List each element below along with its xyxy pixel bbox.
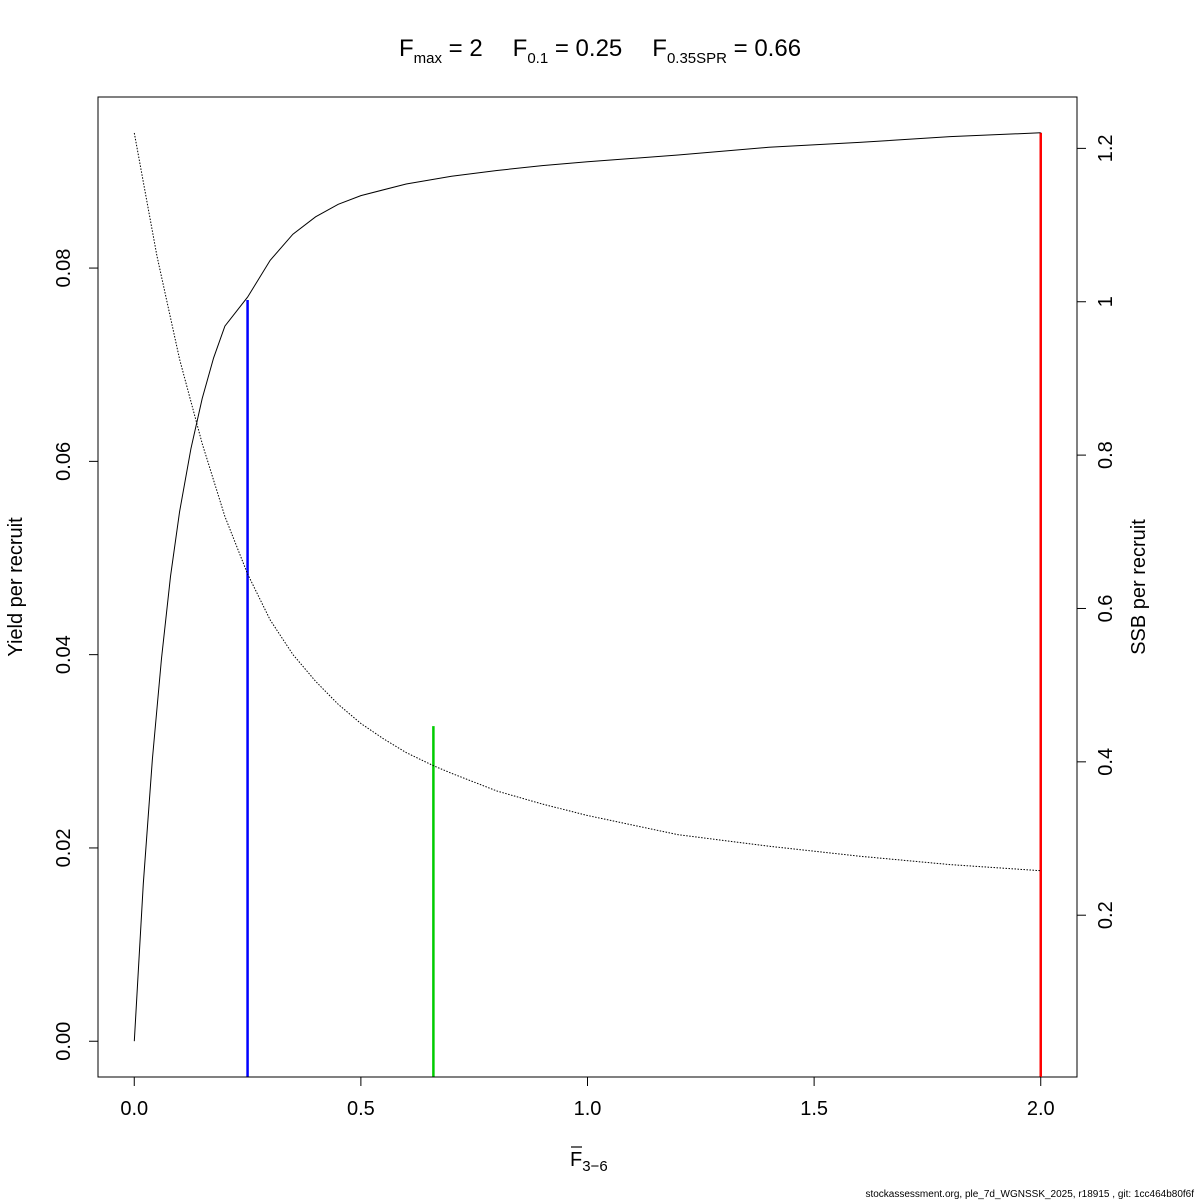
title-part-sub: 0.1 [527,50,548,67]
y-axis-right-label: SSB per recruit [1128,519,1150,655]
y-left-tick-label: 0.08 [53,249,75,288]
x-axis-label-base: F [570,1149,582,1171]
y-left-tick-label: 0.02 [53,828,75,867]
x-tick-label: 0.0 [120,1098,148,1120]
x-axis-label-sub: 3−6 [582,1158,607,1175]
chart-title: Fmax = 2 F0.1 = 0.25 F0.35SPR = 0.66 [399,35,801,67]
title-part-value: = 0.25 [548,35,622,62]
title-part-value: = 2 [442,35,483,62]
x-axis-label-text: F3−6 [570,1149,608,1175]
reference-lines [246,132,1042,1077]
y-left-tick-label: 0.06 [53,442,75,481]
title-part-base: F [652,35,667,62]
title-part-base: F [513,35,528,62]
x-tick-label: 2.0 [1027,1098,1055,1120]
y-right-tick-label: 0.4 [1095,748,1117,776]
y-right-tick-label: 0.6 [1095,595,1117,623]
title-part-sub: max [414,50,443,67]
y-axis-right: 0.2 0.4 0.6 0.8 1 1.2 [1076,134,1117,929]
title-part-sub: 0.35SPR [667,50,727,67]
plot-frame [97,96,1078,1078]
yield-per-recruit-line [133,132,1041,1042]
x-axis: 0.0 0.5 1.0 1.5 2.0 [120,1076,1055,1120]
x-tick-label: 1.5 [800,1098,828,1120]
x-tick-label: 0.5 [347,1098,375,1120]
y-left-tick-label: 0.04 [53,635,75,674]
y-axis-left-label: Yield per recruit [5,517,27,657]
y-right-tick-label: 0.2 [1095,901,1117,929]
title-part-base: F [399,35,414,62]
ssb-per-recruit-line [133,132,1041,872]
x-tick-label: 1.0 [574,1098,602,1120]
y-right-tick-label: 1.2 [1095,134,1117,162]
y-right-tick-label: 1 [1095,296,1117,307]
y-axis-left: 0.00 0.02 0.04 0.06 0.08 [53,249,99,1061]
y-left-tick-label: 0.00 [53,1022,75,1061]
series-lines [133,132,1041,1042]
y-right-tick-label: 0.8 [1095,441,1117,469]
footer-credit: stockassessment.org, ple_7d_WGNSSK_2025,… [865,1189,1194,1200]
x-axis-label: F3−6 [570,1146,608,1175]
title-part-value: = 0.66 [727,35,801,62]
title-text: Fmax = 2 F0.1 = 0.25 F0.35SPR = 0.66 [399,35,801,67]
